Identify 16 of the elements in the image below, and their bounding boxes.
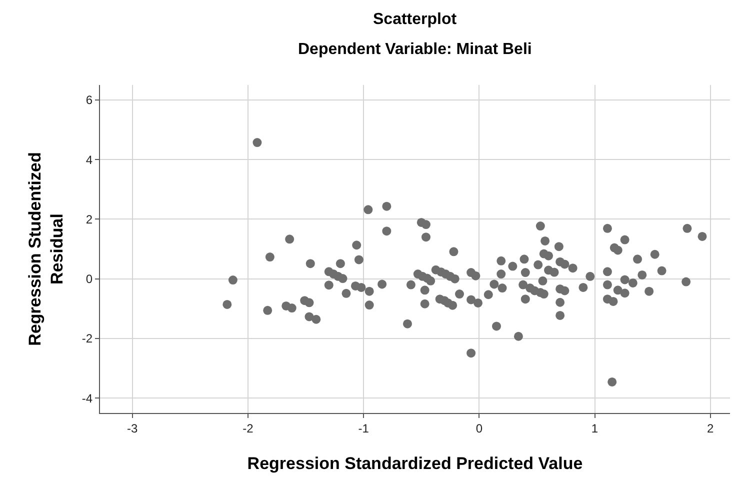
y-tick-label: 4 xyxy=(86,152,93,167)
x-tick-label: 1 xyxy=(591,421,598,436)
y-tick-label: 0 xyxy=(86,272,93,286)
y-tick-label: -4 xyxy=(82,391,93,406)
y-tick-label: -2 xyxy=(82,332,93,346)
x-tick-label: -1 xyxy=(358,421,370,436)
x-tick-label: -3 xyxy=(127,421,138,436)
y-axis-title: Regression Studentized Residual xyxy=(25,152,66,346)
x-tick-label: 2 xyxy=(707,421,714,436)
y-tick-label: 6 xyxy=(86,93,93,108)
x-tick-label: 0 xyxy=(476,421,483,436)
chart-subtitle: Dependent Variable: Minat Beli xyxy=(298,41,532,58)
x-tick-label: -2 xyxy=(242,421,254,436)
x-axis-title: Regression Standardized Predicted Value xyxy=(247,454,583,473)
chart-title: Scatterplot xyxy=(373,11,458,28)
y-tick-label: 2 xyxy=(86,212,93,226)
